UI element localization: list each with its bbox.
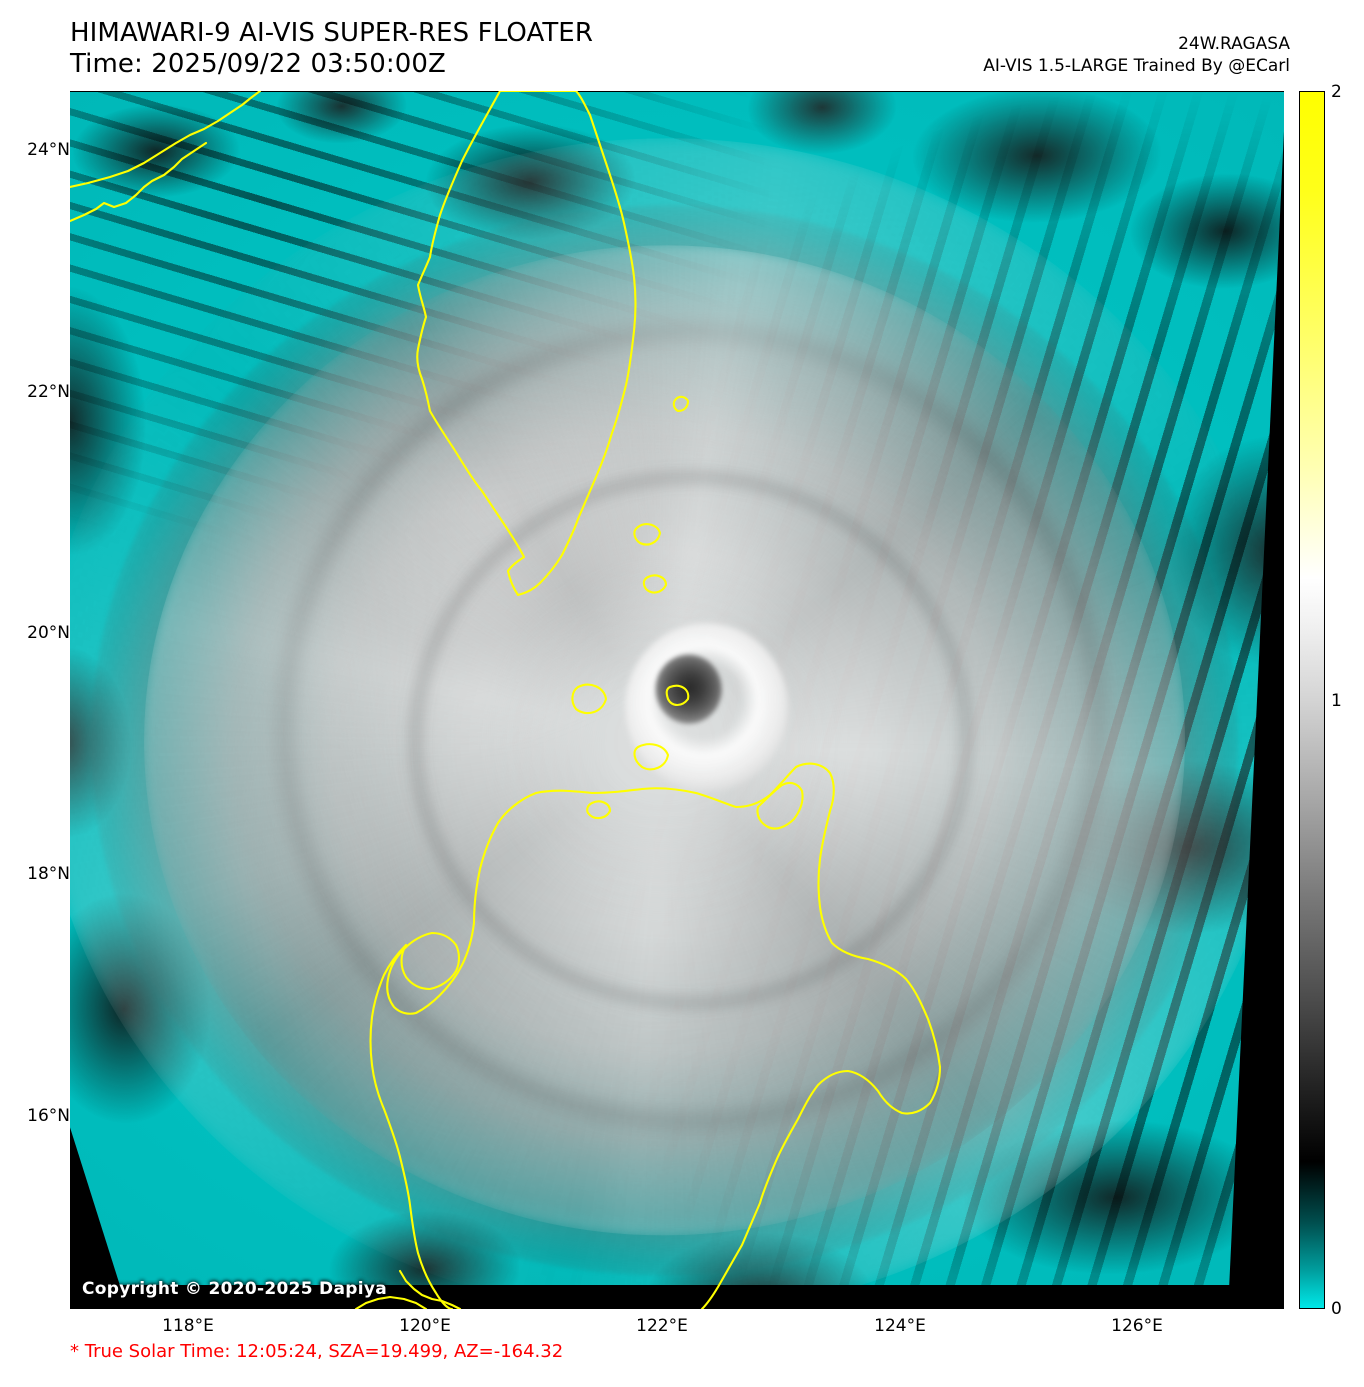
- ytick-22N: 22°N: [27, 382, 70, 402]
- storm-id-label: 24W.RAGASA: [1178, 34, 1290, 54]
- ytick-20N: 20°N: [27, 623, 70, 643]
- scan-edge-wedge-top: [70, 91, 1284, 92]
- header-right: 24W.RAGASA AI-VIS 1.5-LARGE Trained By @…: [983, 33, 1290, 77]
- copyright-label: Copyright © 2020-2025 Dapiya: [82, 1279, 387, 1299]
- model-credit-label: AI-VIS 1.5-LARGE Trained By @ECarl: [983, 56, 1290, 76]
- colorbar-tick-0: 0: [1331, 1299, 1342, 1319]
- xtick-126E: 126°E: [1111, 1316, 1163, 1336]
- ytick-24N: 24°N: [27, 140, 70, 160]
- ytick-16N: 16°N: [27, 1106, 70, 1126]
- colorbar: [1299, 91, 1325, 1309]
- header-left: HIMAWARI-9 AI-VIS SUPER-RES FLOATER Time…: [70, 18, 593, 80]
- colorbar-gradient: [1299, 91, 1325, 1309]
- timestamp-line: Time: 2025/09/22 03:50:00Z: [70, 49, 446, 79]
- satellite-imagery-canvas: [70, 91, 1284, 1309]
- colorbar-tick-1: 1: [1331, 691, 1342, 711]
- colorbar-tick-2: 2: [1331, 82, 1342, 102]
- page-title: HIMAWARI-9 AI-VIS SUPER-RES FLOATER: [70, 18, 594, 48]
- ytick-18N: 18°N: [27, 864, 70, 884]
- xtick-120E: 120°E: [399, 1316, 451, 1336]
- xtick-118E: 118°E: [162, 1316, 214, 1336]
- solar-time-note: * True Solar Time: 12:05:24, SZA=19.499,…: [70, 1341, 564, 1362]
- xtick-122E: 122°E: [636, 1316, 688, 1336]
- satellite-image-plot: Copyright © 2020-2025 Dapiya: [70, 91, 1284, 1309]
- xtick-124E: 124°E: [874, 1316, 926, 1336]
